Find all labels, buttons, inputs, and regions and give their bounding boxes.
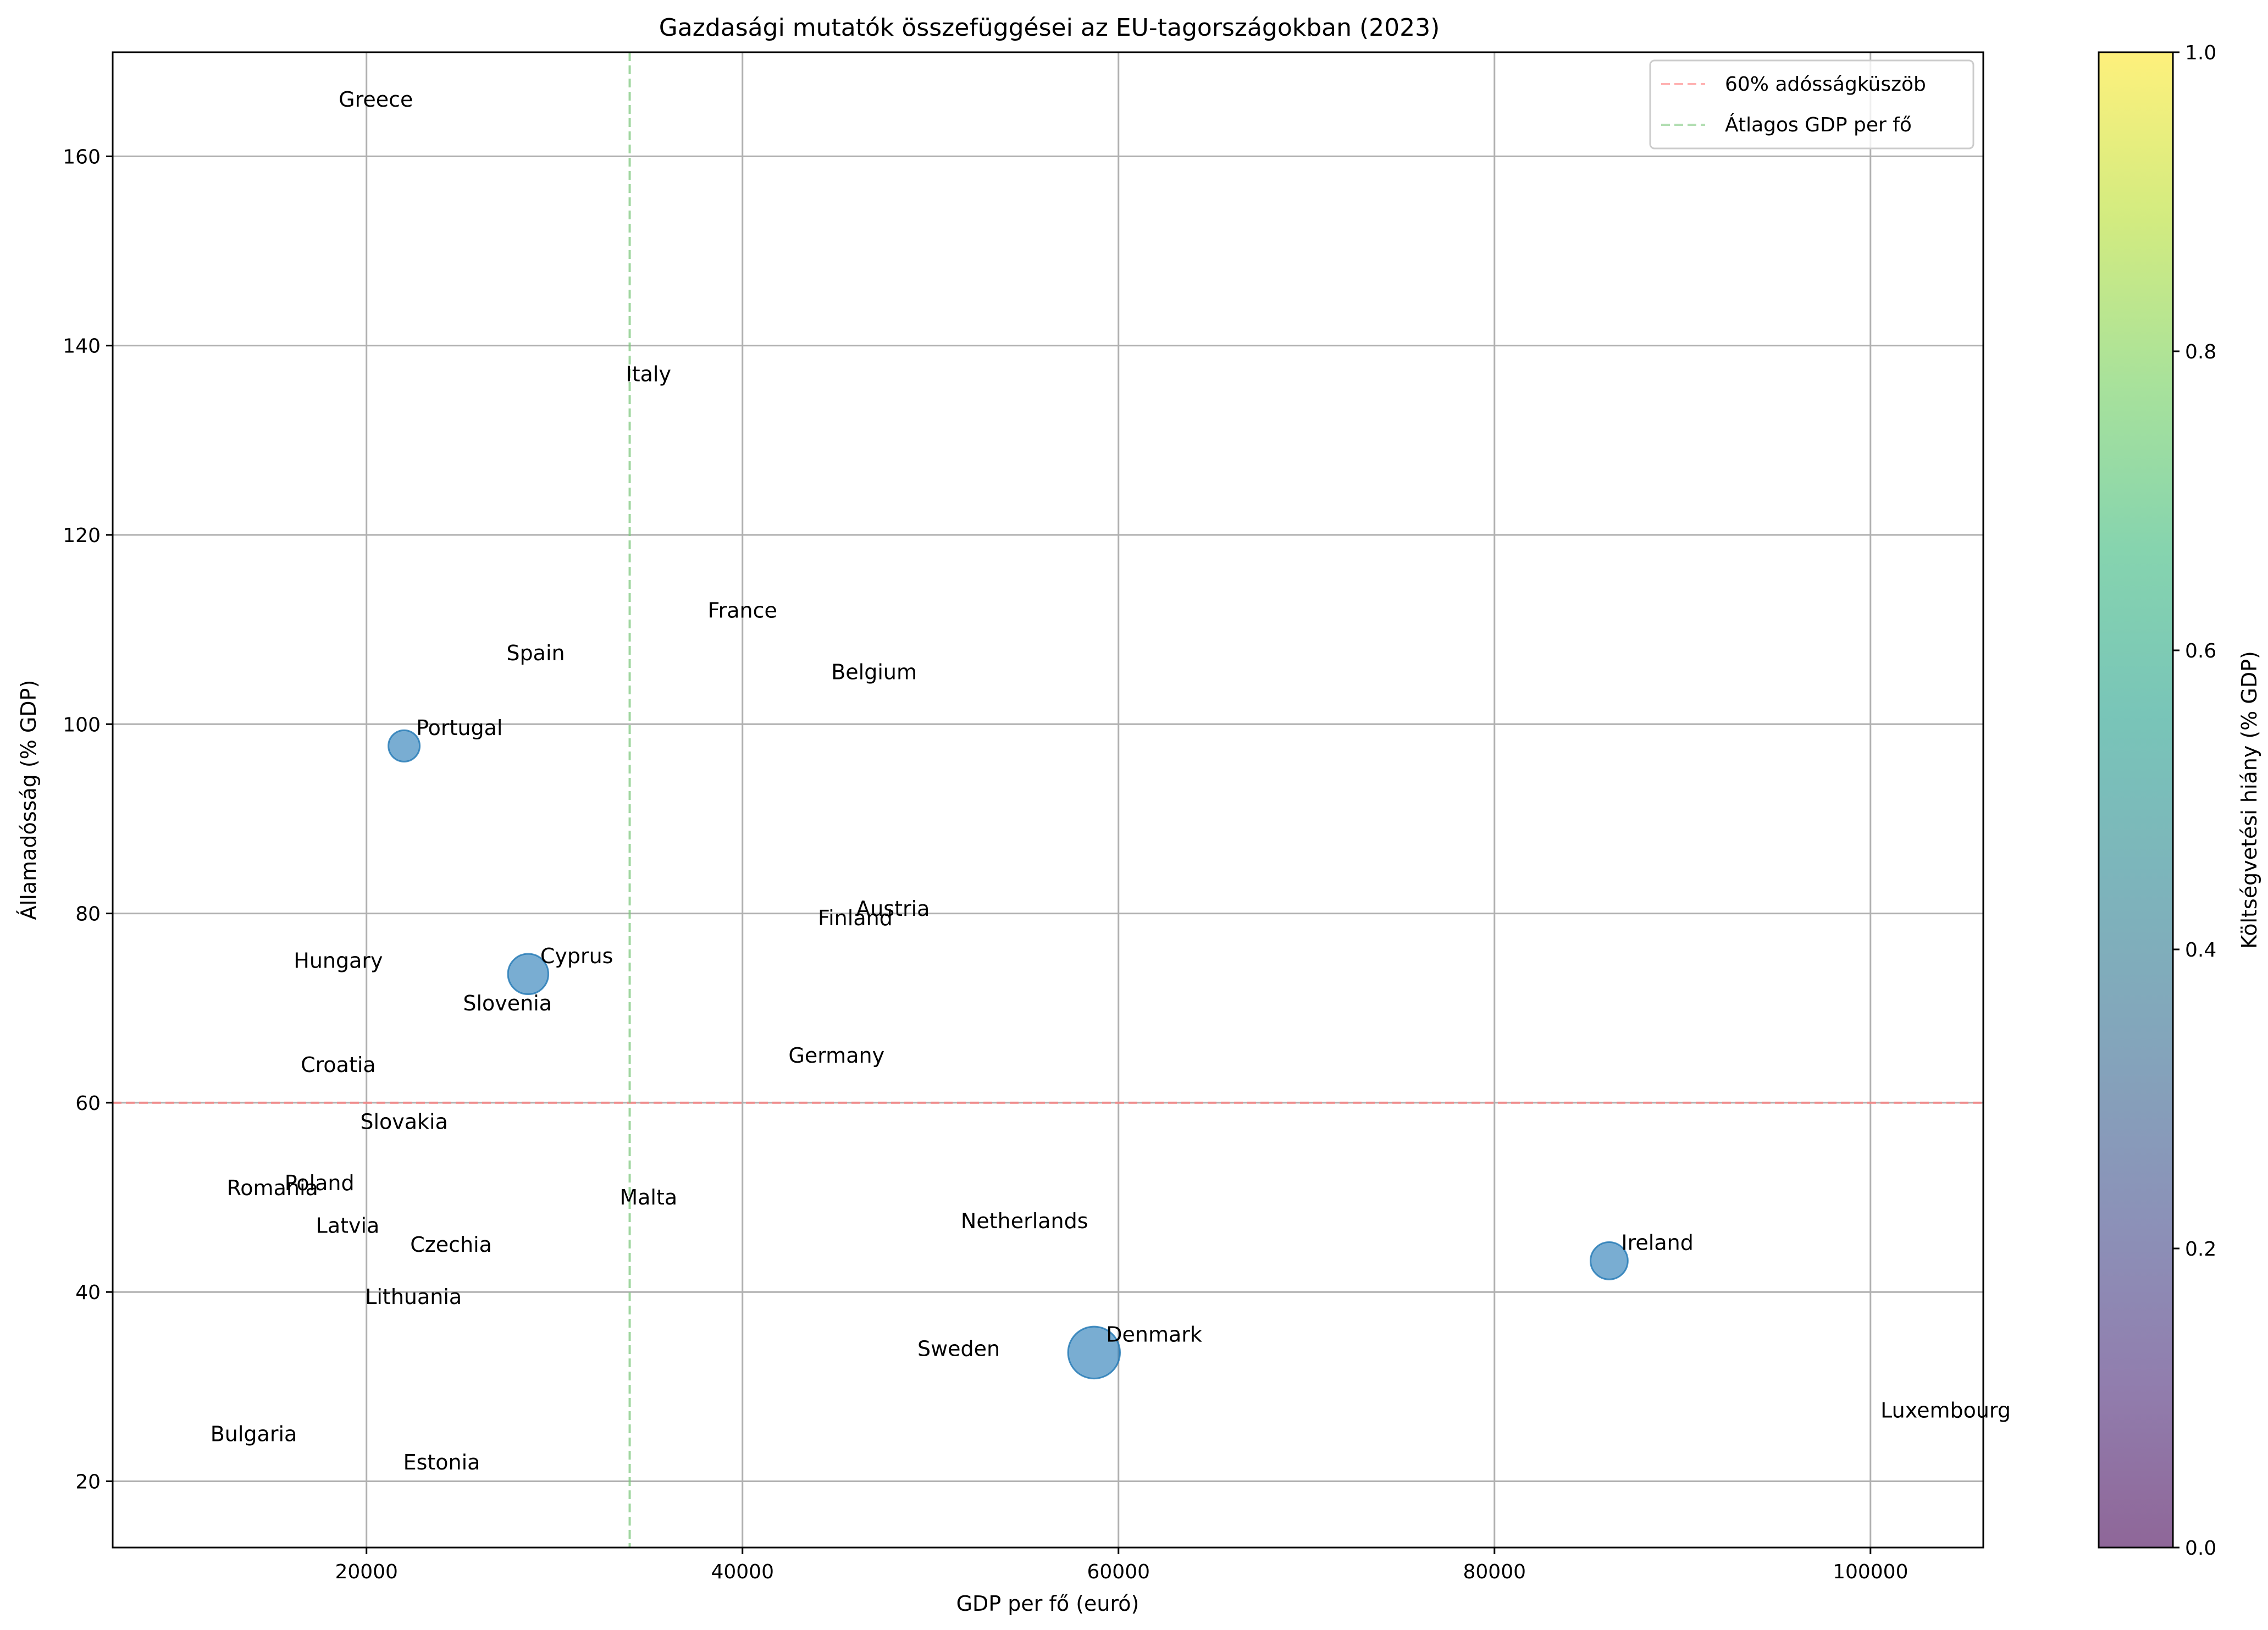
point-label-poland: Poland — [285, 1171, 355, 1195]
colorbar-tick-label: 0.6 — [2185, 640, 2216, 662]
x-tick-label: 20000 — [335, 1561, 398, 1583]
colorbar-tick-label: 0.2 — [2185, 1238, 2216, 1261]
point-label-slovakia: Slovakia — [360, 1109, 448, 1134]
point-label-luxembourg: Luxembourg — [1880, 1398, 2011, 1422]
y-tick-label: 160 — [63, 146, 101, 168]
point-label-sweden: Sweden — [917, 1336, 1000, 1361]
point-label-spain: Spain — [506, 641, 565, 665]
legend-label-average-gdp: Átlagos GDP per fő — [1725, 113, 1912, 136]
point-label-hungary: Hungary — [294, 949, 383, 973]
y-tick-label: 100 — [63, 714, 101, 736]
colorbar-tick-label: 0.0 — [2185, 1537, 2216, 1560]
point-label-bulgaria: Bulgaria — [211, 1422, 297, 1446]
colorbar-gradient — [2099, 52, 2173, 1548]
grid — [113, 52, 1983, 1548]
x-tick-label: 60000 — [1087, 1561, 1150, 1583]
point-label-portugal: Portugal — [416, 716, 502, 740]
point-denmark — [1067, 1325, 1121, 1380]
legend-label-debt-threshold: 60% adósságküszöb — [1725, 73, 1926, 96]
data-points — [388, 729, 1629, 1380]
point-label-estonia: Estonia — [403, 1450, 480, 1474]
point-label-finland: Finland — [818, 906, 893, 930]
legend-box — [1649, 59, 1974, 150]
colorbar-frame — [2098, 51, 2174, 1549]
x-axis-label: GDP per fő (euró) — [956, 1592, 1139, 1616]
colorbar-ticks: 0.0 0.2 0.4 0.6 0.8 1.0 — [2173, 42, 2216, 1560]
point-label-austria: Austria — [856, 897, 930, 921]
y-tick-label: 140 — [63, 335, 101, 358]
point-label-slovenia: Slovenia — [463, 991, 552, 1015]
point-label-czechia: Czechia — [410, 1233, 492, 1257]
colorbar: 0.0 0.2 0.4 0.6 0.8 1.0 Költségvetési hiány (… — [2098, 42, 2261, 1560]
colorbar-tick-label: 0.8 — [2185, 341, 2216, 363]
point-label-latvia: Latvia — [316, 1214, 380, 1238]
plot-area — [112, 51, 1984, 1549]
y-tick-label: 60 — [75, 1092, 101, 1115]
point-label-lithuania: Lithuania — [365, 1285, 462, 1309]
point-label-greece: Greece — [339, 87, 413, 112]
x-tick-label: 40000 — [711, 1561, 774, 1583]
point-cyprus — [507, 953, 550, 996]
point-ireland — [1590, 1241, 1629, 1280]
point-label-belgium: Belgium — [831, 660, 917, 684]
y-tick-label: 120 — [63, 524, 101, 547]
chart-title: Gazdasági mutatók összefüggései az EU-ta… — [659, 14, 1440, 42]
point-portugal — [388, 729, 421, 762]
x-tick-label: 80000 — [1463, 1561, 1526, 1583]
x-tick-label: 100000 — [1833, 1561, 1908, 1583]
legend: 60% adósságküszöb Átlagos GDP per fő — [1649, 59, 1974, 150]
point-label-cyprus: Cyprus — [540, 944, 613, 968]
point-label-italy: Italy — [626, 362, 671, 386]
point-label-netherlands: Netherlands — [961, 1209, 1088, 1233]
colorbar-tick-label: 0.4 — [2185, 939, 2216, 962]
x-axis-ticks: 20000 40000 60000 80000 100000 — [335, 1548, 1909, 1583]
y-tick-label: 20 — [75, 1471, 101, 1493]
point-label-france: France — [708, 599, 777, 623]
y-axis-ticks: 20 40 60 80 100 120 140 160 — [63, 146, 113, 1493]
colorbar-tick-label: 1.0 — [2185, 42, 2216, 64]
y-tick-label: 40 — [75, 1281, 101, 1304]
reference-lines — [113, 52, 1983, 1548]
point-label-malta: Malta — [619, 1185, 677, 1209]
point-label-denmark: Denmark — [1106, 1322, 1202, 1346]
colorbar-label: Költségvetési hiány (% GDP) — [2237, 651, 2261, 949]
y-axis-label: Államadósság (% GDP) — [16, 680, 41, 920]
point-label-germany: Germany — [788, 1043, 884, 1068]
point-label-romania: Romania — [227, 1176, 318, 1200]
point-labels: Greece Italy France Spain Belgium Portugal Aus… — [211, 87, 2011, 1474]
point-label-ireland: Ireland — [1621, 1230, 1693, 1255]
y-tick-label: 80 — [75, 903, 101, 926]
point-label-croatia: Croatia — [301, 1053, 376, 1077]
